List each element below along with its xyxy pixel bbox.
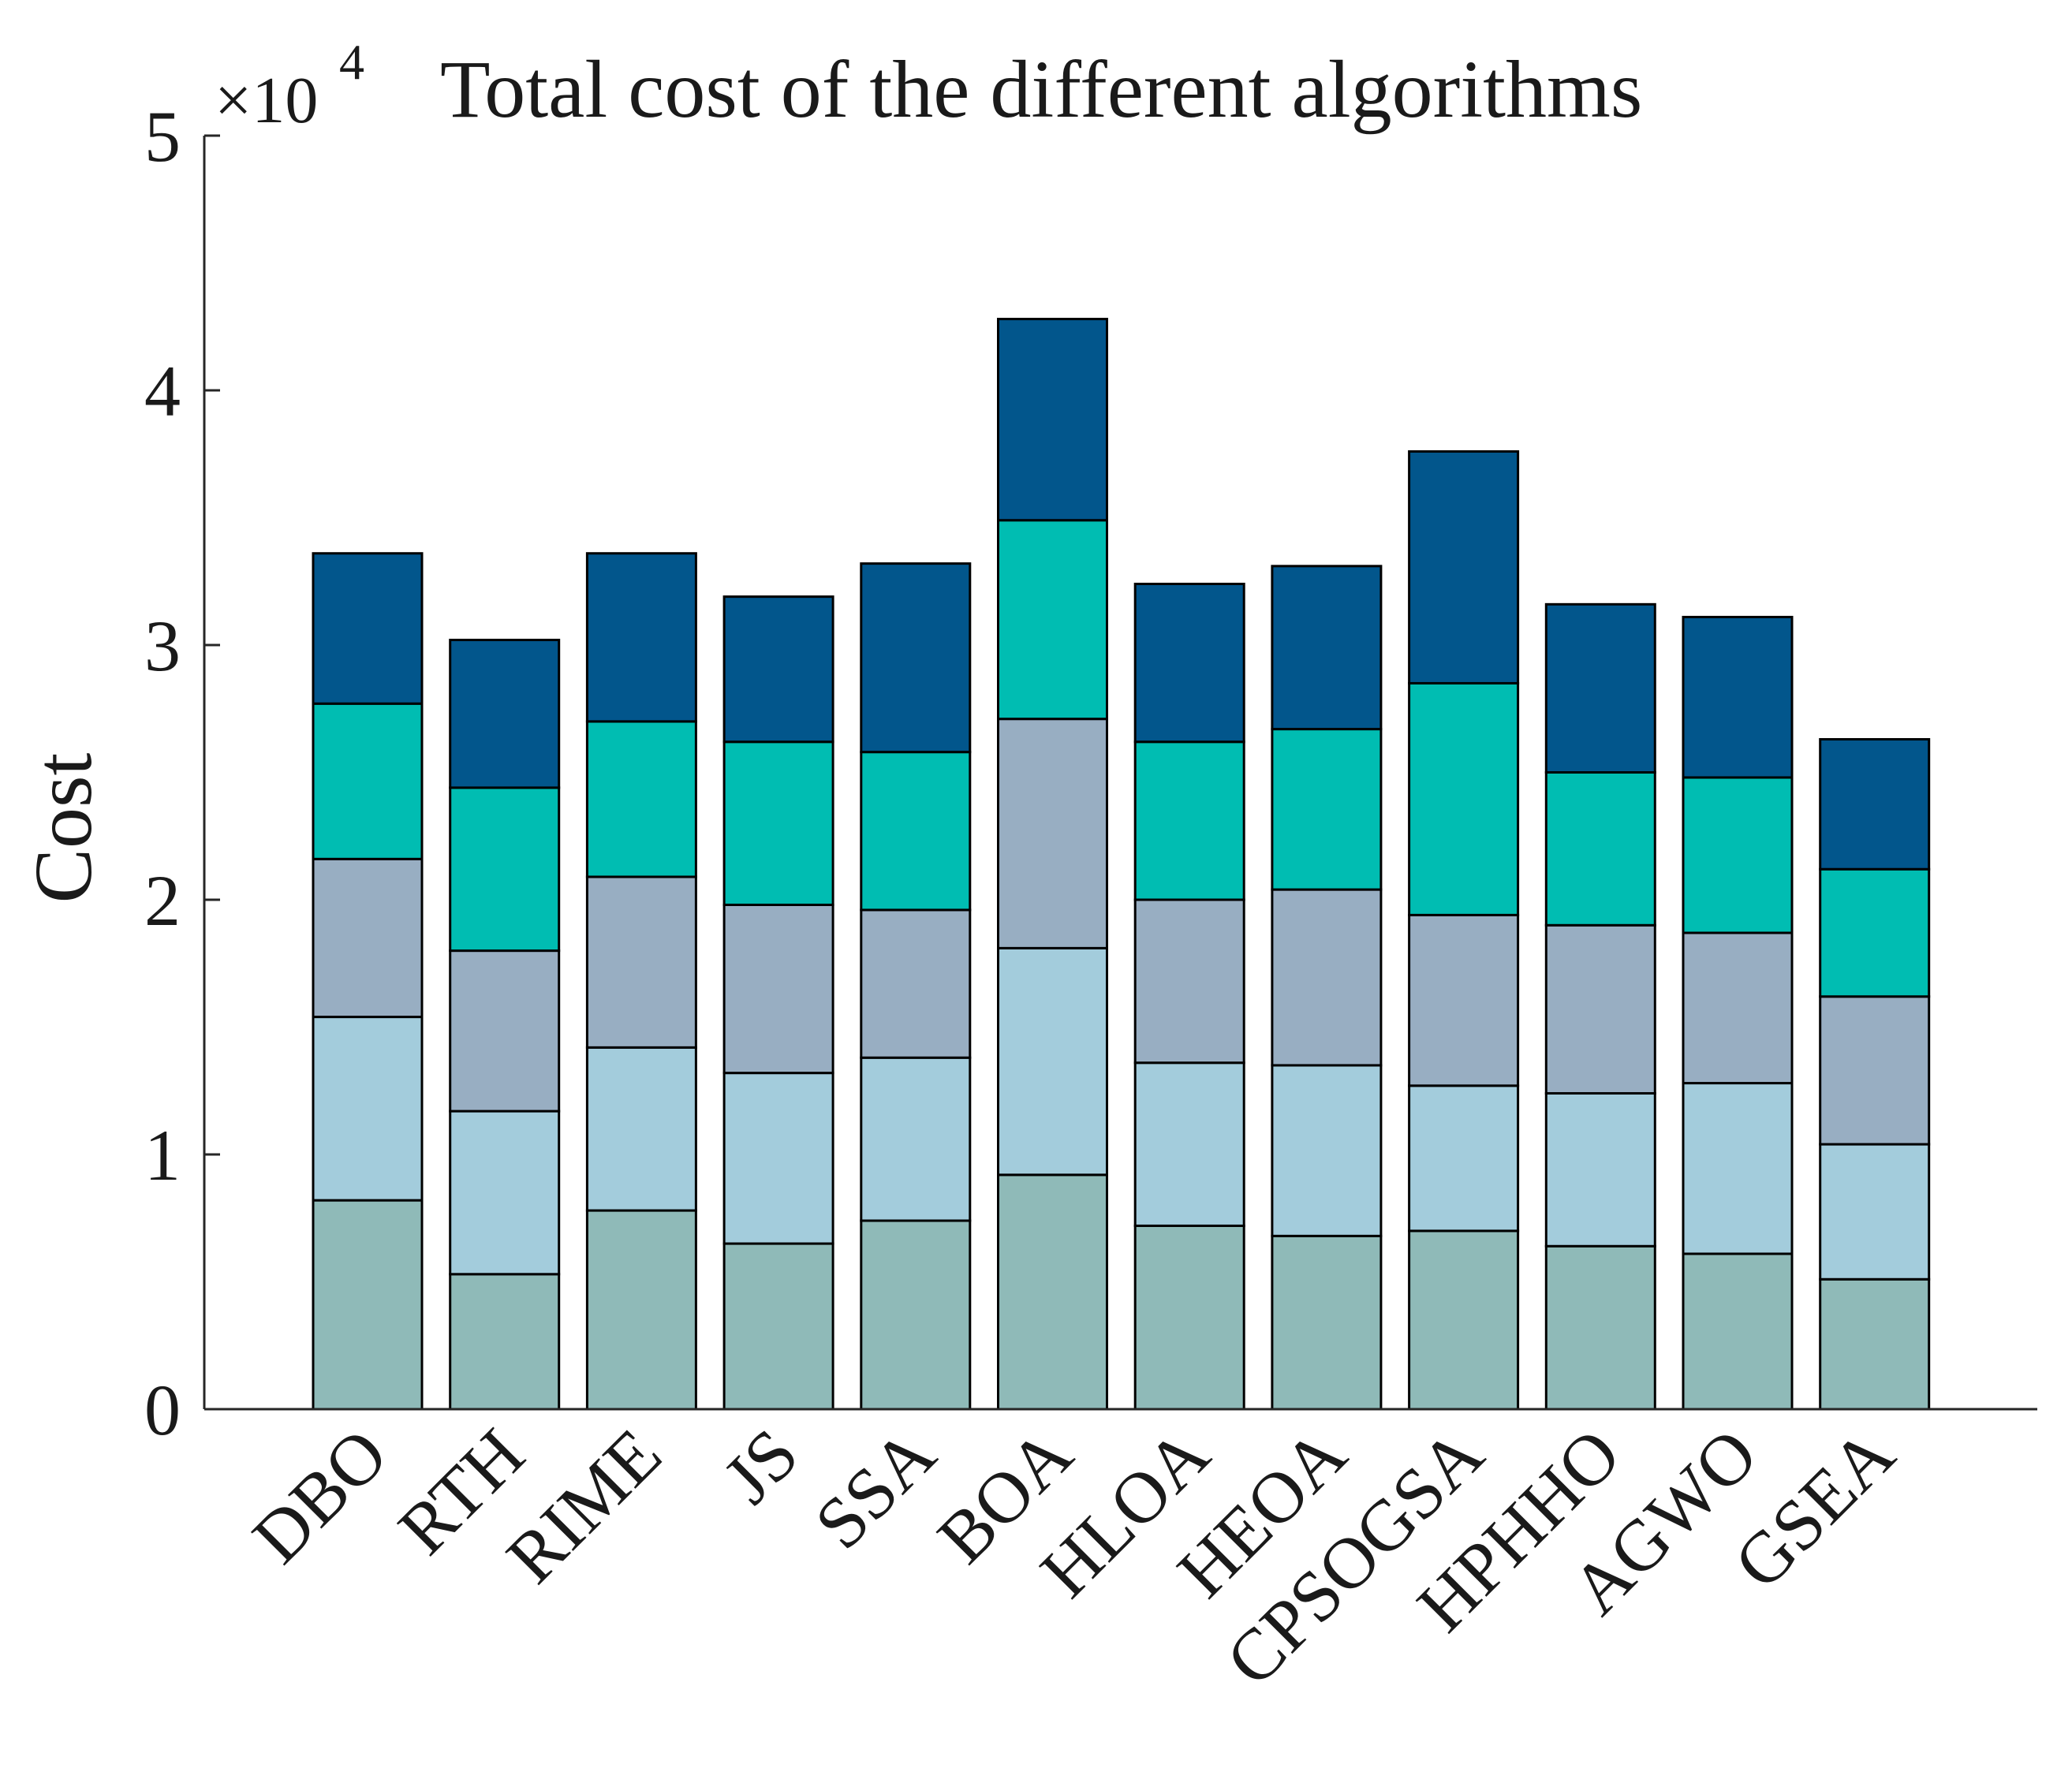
bar-rime-segment-3 <box>585 875 697 1049</box>
bar-heoa-segment-1 <box>1271 1234 1383 1411</box>
y-axis-label: Cost <box>18 753 109 904</box>
bar-dbo-segment-3 <box>312 857 424 1019</box>
bar-hloa-segment-1 <box>1133 1224 1245 1411</box>
y-multiplier-label: ×10 <box>215 64 318 137</box>
y-tick-label: 3 <box>144 606 181 686</box>
bar-rime-segment-2 <box>585 1046 697 1212</box>
bar-rth-segment-5 <box>449 639 561 789</box>
bar-boa-segment-5 <box>997 318 1108 522</box>
bar-cpsogsa-segment-2 <box>1408 1084 1520 1233</box>
bar-js-segment-3 <box>722 903 834 1075</box>
bar-rime-segment-1 <box>585 1209 697 1411</box>
bar-dbo-segment-1 <box>312 1199 424 1411</box>
bar-heoa-segment-4 <box>1271 728 1383 891</box>
bar-hphho-segment-5 <box>1544 602 1656 774</box>
bar-dbo-segment-5 <box>312 552 424 705</box>
bar-boa-segment-3 <box>997 718 1108 949</box>
bars-group <box>312 318 1931 1411</box>
bar-ssa-segment-1 <box>860 1219 972 1411</box>
bar-ssa-segment-3 <box>860 908 972 1059</box>
bar-gsea-segment-5 <box>1819 738 1931 871</box>
bar-rth-segment-2 <box>449 1110 561 1276</box>
bar-js-segment-2 <box>722 1072 834 1245</box>
bar-boa-segment-4 <box>997 519 1108 721</box>
y-tick-label: 0 <box>144 1370 181 1450</box>
bar-cpsogsa-segment-5 <box>1408 450 1520 684</box>
bar-hloa-segment-3 <box>1133 898 1245 1065</box>
bar-cpsogsa-segment-4 <box>1408 681 1520 916</box>
bar-heoa-segment-2 <box>1271 1064 1383 1237</box>
bar-dbo-segment-2 <box>312 1016 424 1202</box>
bar-rth-segment-4 <box>449 786 561 953</box>
bar-cpsogsa-segment-3 <box>1408 913 1520 1087</box>
bar-hloa-segment-5 <box>1133 582 1245 744</box>
bar-agwo-segment-2 <box>1682 1082 1794 1255</box>
bar-heoa-segment-5 <box>1271 565 1383 731</box>
bar-ssa-segment-5 <box>860 562 972 754</box>
bar-agwo-segment-4 <box>1682 776 1794 934</box>
bar-hloa-segment-2 <box>1133 1061 1245 1227</box>
bar-hphho-segment-3 <box>1544 923 1656 1095</box>
bar-gsea-segment-1 <box>1819 1277 1931 1411</box>
bar-hloa-segment-4 <box>1133 740 1245 901</box>
bar-cpsogsa-segment-1 <box>1408 1229 1520 1411</box>
bar-js-segment-5 <box>722 595 834 744</box>
bar-ssa-segment-2 <box>860 1056 972 1222</box>
bar-gsea-segment-2 <box>1819 1143 1931 1281</box>
bar-rime-segment-5 <box>585 552 697 723</box>
y-multiplier-exponent: 4 <box>339 34 364 90</box>
bar-agwo-segment-3 <box>1682 931 1794 1085</box>
bar-gsea-segment-4 <box>1819 867 1931 998</box>
y-tick-label: 5 <box>144 96 181 177</box>
bar-rth-segment-3 <box>449 949 561 1113</box>
bar-boa-segment-1 <box>997 1173 1108 1411</box>
bar-boa-segment-2 <box>997 946 1108 1177</box>
bar-ssa-segment-4 <box>860 751 972 912</box>
bar-gsea-segment-3 <box>1819 995 1931 1146</box>
bar-hphho-segment-4 <box>1544 771 1656 927</box>
y-ticks-group: 0 1 2 3 4 5 <box>144 96 220 1450</box>
bar-hphho-segment-1 <box>1544 1244 1656 1411</box>
chart-title: Total cost of the different algorithms <box>440 44 1642 135</box>
bar-rth-segment-1 <box>449 1273 561 1411</box>
bar-hphho-segment-2 <box>1544 1091 1656 1248</box>
bar-heoa-segment-3 <box>1271 888 1383 1067</box>
bar-js-segment-4 <box>722 740 834 906</box>
bar-dbo-segment-4 <box>312 702 424 860</box>
bar-js-segment-1 <box>722 1242 834 1411</box>
y-tick-label: 4 <box>144 351 181 431</box>
bar-rime-segment-4 <box>585 720 697 878</box>
y-tick-label: 1 <box>144 1115 181 1195</box>
bar-agwo-segment-5 <box>1682 615 1794 779</box>
bar-agwo-segment-1 <box>1682 1252 1794 1411</box>
y-tick-label: 2 <box>144 860 181 941</box>
